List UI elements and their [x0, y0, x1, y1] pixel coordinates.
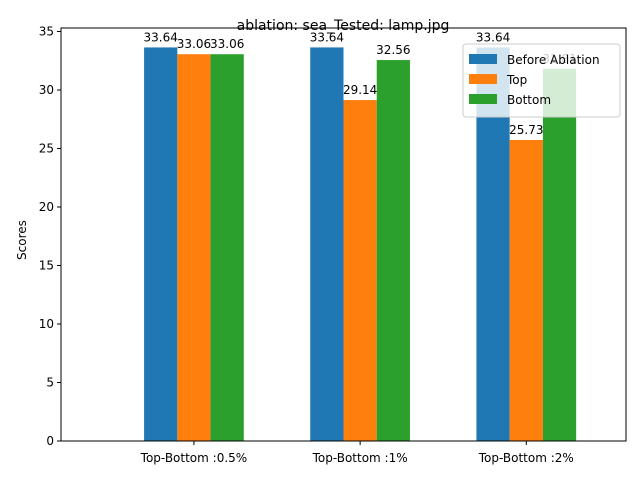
legend-label: Top	[506, 73, 527, 87]
y-axis-ticks: 0 5 10 15 20 25 30 35	[39, 25, 61, 448]
x-tick-label: Top-Bottom :0.5%	[140, 451, 248, 465]
y-axis-label: Scores	[15, 220, 29, 260]
data-label: 33.64	[310, 30, 344, 44]
bar-top-2	[509, 139, 543, 441]
legend: Before Ablation Top Bottom	[462, 43, 621, 118]
plot-frame	[60, 27, 627, 442]
legend-swatch	[469, 94, 497, 104]
bar-bottom-2	[542, 68, 577, 442]
legend-swatch	[469, 54, 497, 64]
y-tick-label: 20	[39, 200, 54, 214]
y-tick-label: 35	[39, 25, 54, 39]
y-tick-label: 5	[46, 376, 54, 390]
bar-before-ablation-0	[144, 47, 178, 441]
data-label: 33.06	[177, 37, 211, 51]
x-tick-label: Top-Bottom :2%	[478, 451, 574, 465]
data-label: 25.73	[509, 123, 543, 137]
bar-bottom-1	[376, 60, 410, 442]
bar-top-0	[177, 54, 211, 441]
y-tick-label: 10	[39, 317, 54, 331]
bar-bottom-0	[210, 54, 244, 441]
y-tick-label: 15	[39, 259, 54, 273]
bar-before-ablation-1	[310, 47, 344, 441]
data-label: 29.14	[343, 83, 377, 97]
data-label: 33.64	[144, 30, 178, 44]
bars-layer	[144, 47, 577, 442]
y-tick-label: 30	[39, 83, 54, 97]
y-tick-label: 0	[46, 434, 54, 448]
legend-box	[462, 43, 621, 118]
data-label: 33.06	[210, 37, 244, 51]
legend-swatch	[469, 74, 497, 84]
data-label: 33.64	[476, 30, 510, 44]
x-axis-ticks: Top-Bottom :0.5% Top-Bottom :1% Top-Bottom…	[140, 441, 574, 465]
chart-title: ablation: sea_Tested: lamp.jpg	[237, 18, 450, 34]
legend-label: Before Ablation	[507, 53, 600, 67]
legend-label: Bottom	[507, 93, 551, 107]
y-tick-label: 25	[39, 142, 54, 156]
bar-top-1	[343, 100, 377, 441]
x-tick-label: Top-Bottom :1%	[312, 451, 408, 465]
data-label: 32.56	[376, 43, 410, 57]
